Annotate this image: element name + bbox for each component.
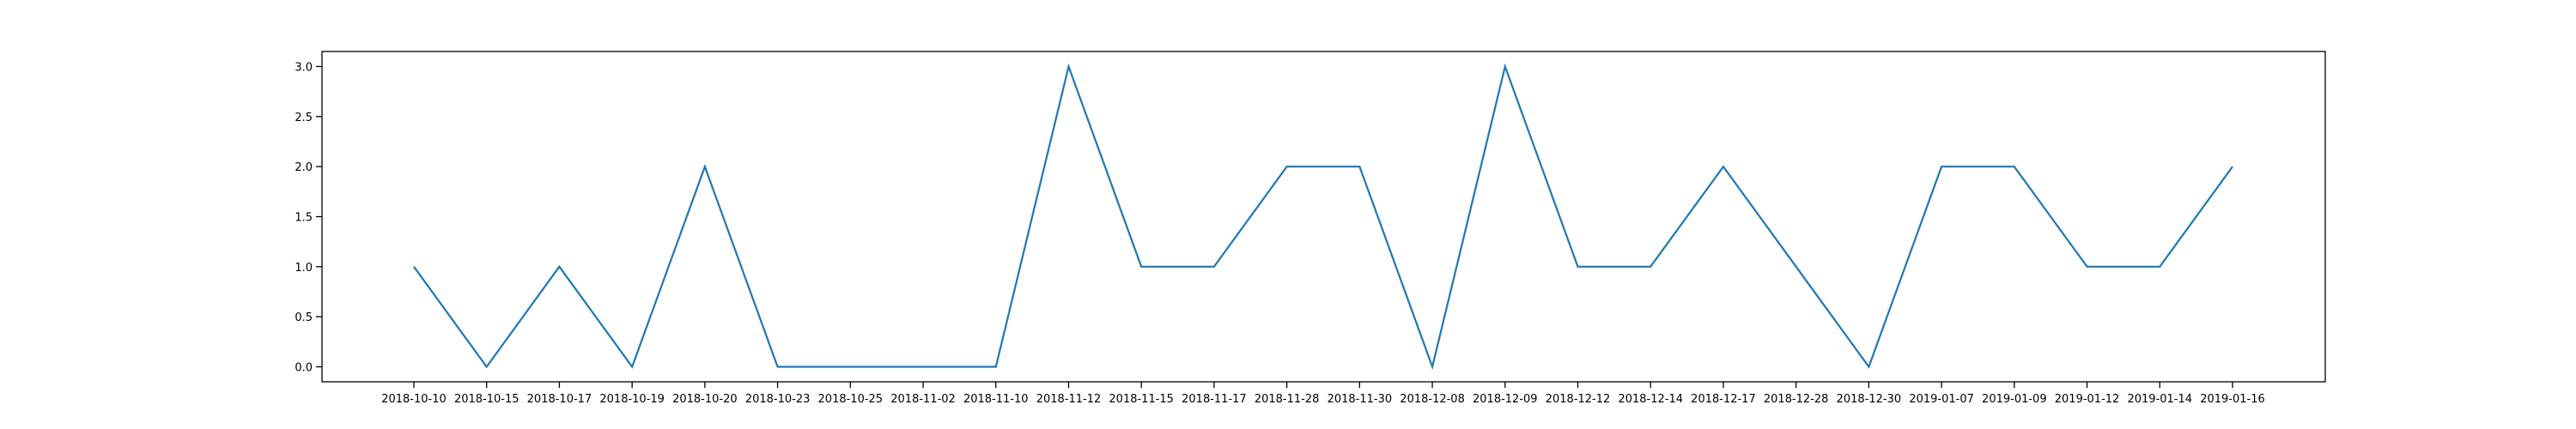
x-tick-label: 2018-11-15 <box>1109 393 1174 406</box>
x-tick-label: 2018-10-20 <box>672 393 738 406</box>
x-tick-label: 2018-10-17 <box>527 393 592 406</box>
y-axis-ticks: 0.0 0.5 1.0 1.5 2.0 2.5 3.0 <box>295 62 322 375</box>
plot-area-frame <box>321 51 2326 383</box>
x-tick-label: 2018-10-19 <box>599 393 665 406</box>
x-axis-ticks: 2018-10-10 2018-10-15 2018-10-17 2018-10-19… <box>381 382 2265 406</box>
series-line <box>413 63 2233 371</box>
x-tick-label: 2018-12-14 <box>1618 393 1683 406</box>
x-tick-label: 2018-11-17 <box>1182 393 1247 406</box>
x-tick-label: 2018-10-23 <box>745 393 811 406</box>
x-tick-label: 2018-10-25 <box>818 393 884 406</box>
y-tick-label: 0.5 <box>295 311 313 324</box>
y-tick-label: 2.0 <box>295 161 313 174</box>
x-tick-label: 2018-11-28 <box>1255 393 1320 406</box>
y-tick-label: 2.5 <box>295 112 313 124</box>
y-tick-label: 0.0 <box>295 362 313 375</box>
x-tick-label: 2018-12-28 <box>1764 393 1829 406</box>
y-tick-label: 1.5 <box>295 212 313 225</box>
x-tick-label: 2018-11-10 <box>963 393 1029 406</box>
x-tick-label: 2018-10-10 <box>381 393 447 406</box>
x-tick-label: 2018-12-17 <box>1691 393 1756 406</box>
x-tick-label: 2019-01-16 <box>2200 393 2265 406</box>
x-tick-label: 2018-11-12 <box>1036 393 1102 406</box>
x-tick-label: 2018-12-30 <box>1837 393 1902 406</box>
x-tick-label: 2019-01-12 <box>2055 393 2120 406</box>
y-tick-label: 1.0 <box>295 262 313 275</box>
x-tick-label: 2018-11-30 <box>1327 393 1393 406</box>
x-tick-label: 2018-11-02 <box>890 393 956 406</box>
x-tick-label: 2019-01-14 <box>2127 393 2192 406</box>
x-tick-label: 2018-12-12 <box>1546 393 1611 406</box>
y-tick-label: 3.0 <box>295 62 313 75</box>
x-tick-label: 2018-12-09 <box>1473 393 1538 406</box>
x-tick-label: 2018-10-15 <box>454 393 519 406</box>
x-tick-label: 2019-01-07 <box>1909 393 1974 406</box>
x-tick-label: 2018-12-08 <box>1400 393 1465 406</box>
x-tick-label: 2019-01-09 <box>1982 393 2047 406</box>
